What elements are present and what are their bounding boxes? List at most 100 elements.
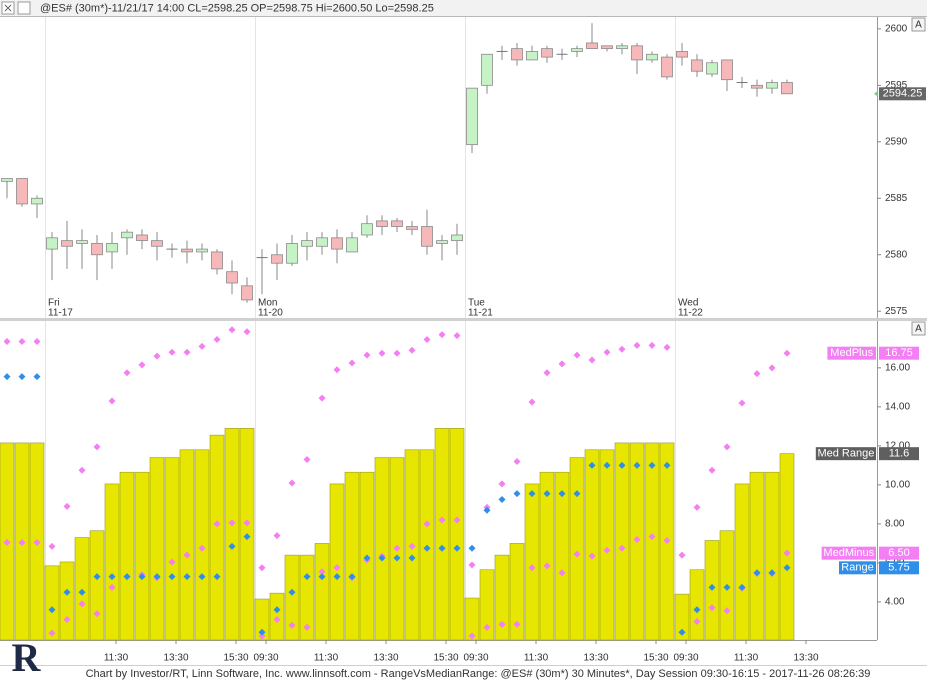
legend-value: 5.75 <box>888 562 909 574</box>
candle-body <box>136 234 148 242</box>
range-bar <box>644 442 660 641</box>
candle-body <box>616 45 628 50</box>
legend-name-box <box>839 561 876 575</box>
range-dot <box>333 564 341 572</box>
x-tick-label: 15:30 <box>433 653 458 664</box>
candle-body <box>781 82 793 95</box>
y-tick-label: 2580 <box>885 249 908 260</box>
range-dot <box>483 506 491 514</box>
y-tick-label: 2600 <box>885 23 908 34</box>
range-dot <box>753 569 761 577</box>
legend-value: 6.50 <box>888 547 909 559</box>
logo: R <box>12 635 42 680</box>
range-bar <box>779 453 795 641</box>
range-bar <box>329 483 345 641</box>
range-dot <box>708 466 716 474</box>
y-tick-label: 2585 <box>885 193 908 204</box>
candle-body <box>706 62 718 75</box>
range-dot <box>693 503 701 511</box>
range-bar <box>59 561 75 641</box>
range-dot <box>93 443 101 451</box>
scale-button[interactable] <box>911 17 926 32</box>
y-tick-label: 2590 <box>885 136 908 147</box>
range-dot <box>168 348 176 356</box>
range-dot <box>513 490 521 498</box>
range-dot <box>303 573 311 581</box>
range-dot <box>303 456 311 464</box>
range-dot <box>663 536 671 544</box>
range-bar <box>374 457 390 641</box>
range-dot <box>228 519 236 527</box>
scale-button[interactable] <box>911 321 926 336</box>
candle-body <box>436 240 448 244</box>
range-dot <box>468 544 476 552</box>
range-dot <box>723 443 731 451</box>
range-bar <box>44 565 60 641</box>
candle-body <box>601 45 613 50</box>
range-dot <box>378 554 386 562</box>
range-dot <box>528 490 536 498</box>
settings-icon[interactable] <box>17 1 31 15</box>
range-dot <box>618 345 626 353</box>
range-dot <box>3 373 11 381</box>
candle-body <box>211 251 223 270</box>
range-dot <box>333 573 341 581</box>
y-tick-label: 2595 <box>885 80 908 91</box>
range-dot <box>408 346 416 354</box>
range-dot <box>318 394 326 402</box>
range-dot <box>768 569 776 577</box>
x-tick-label: 13:30 <box>373 653 398 664</box>
candle-body <box>541 48 553 58</box>
range-dot <box>108 583 116 591</box>
range-dot <box>573 490 581 498</box>
range-bar <box>524 483 540 641</box>
range-dot <box>468 561 476 569</box>
range-dot <box>393 544 401 552</box>
candle-body <box>61 240 73 247</box>
range-dot <box>393 554 401 562</box>
legend-name: Range <box>841 562 873 574</box>
x-tick-label: 11:30 <box>524 653 549 664</box>
candle-body <box>76 240 88 244</box>
candle-body <box>106 243 118 253</box>
x-tick-label: 09:30 <box>673 653 698 664</box>
range-dot <box>648 341 656 349</box>
candle-body <box>661 56 673 78</box>
legend-value-box <box>879 447 919 461</box>
candle-body <box>91 243 103 256</box>
candle-body <box>151 240 163 247</box>
candle-body <box>721 59 733 81</box>
range-dot <box>423 544 431 552</box>
range-dot <box>708 583 716 591</box>
range-dot <box>603 461 611 469</box>
candle-body <box>346 237 358 253</box>
range-dot <box>273 606 281 614</box>
range-dot <box>423 336 431 344</box>
range-dot <box>528 564 536 572</box>
range-dot <box>408 542 416 550</box>
range-dot <box>603 348 611 356</box>
range-dot <box>573 550 581 558</box>
range-bar <box>149 457 165 641</box>
candle-body <box>31 197 43 205</box>
range-bar <box>584 449 600 641</box>
legend-value: 16.75 <box>885 347 913 359</box>
candle-body <box>196 248 208 253</box>
range-dot <box>348 359 356 367</box>
range-bar <box>464 597 480 641</box>
range-dot <box>693 617 701 625</box>
range-dot <box>573 351 581 359</box>
legend-name-box <box>815 447 876 461</box>
range-dot <box>123 573 131 581</box>
range-bar <box>569 457 585 641</box>
range-dot <box>93 610 101 618</box>
candle-body <box>301 240 313 247</box>
range-dot <box>3 538 11 546</box>
day-date: 11-22 <box>678 308 703 319</box>
range-dot <box>723 583 731 591</box>
range-dot <box>288 588 296 596</box>
range-bar <box>509 543 525 641</box>
range-dot <box>453 332 461 340</box>
range-dot <box>678 551 686 559</box>
